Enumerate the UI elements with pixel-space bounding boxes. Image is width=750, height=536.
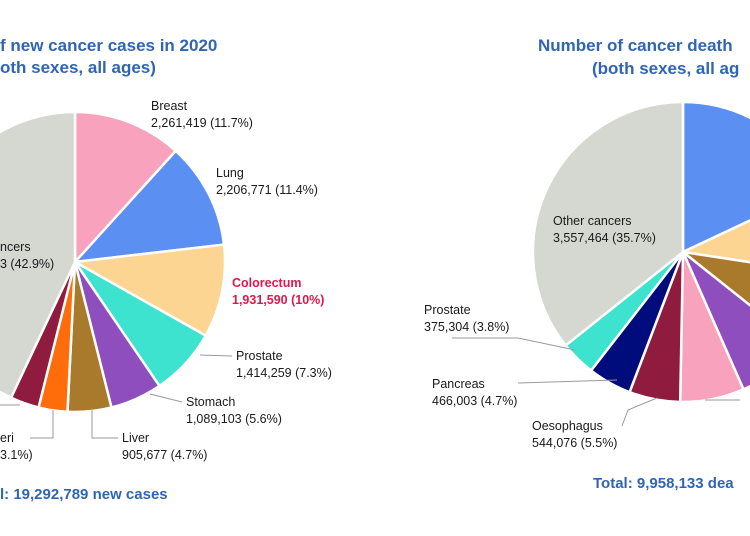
label-name-lung: Lung xyxy=(216,166,244,180)
new-cases-chart: f new cancer cases in 2020 oth sexes, al… xyxy=(0,36,332,503)
slice-other-cancers xyxy=(0,110,77,399)
slice-lung xyxy=(73,149,226,264)
label-value-cervix-uteri: 3.1%) xyxy=(0,448,33,462)
label-value-breast: 2,261,419 (11.7%) xyxy=(151,116,253,130)
label-name-pancreas: Pancreas xyxy=(432,377,485,391)
label-value-liver: 905,677 (4.7%) xyxy=(122,448,207,462)
leader-line-prostate xyxy=(199,354,233,357)
label-value-other-cancers: 3,557,464 (35.7%) xyxy=(553,231,656,245)
label-value-other-cancers: 3 (42.9%) xyxy=(0,257,54,271)
label-value-oesophagus: 544,076 (5.5%) xyxy=(532,436,617,450)
slice-colorectum xyxy=(73,243,227,337)
leader-line-stomach xyxy=(149,393,183,403)
leader-line-prostate xyxy=(452,337,576,351)
new-cases-labels: ncers 3 (42.9%) Breast 2,261,419 (11.7%) Lun… xyxy=(0,99,332,462)
new-cases-title-line1: f new cancer cases in 2020 xyxy=(0,36,217,55)
label-value-prostate: 1,414,259 (7.3%) xyxy=(236,366,332,380)
new-cases-total: l: 19,292,789 new cases xyxy=(0,486,168,503)
label-name-oesophagus: Oesophagus xyxy=(532,419,603,433)
slice-breast xyxy=(73,110,178,264)
deaths-chart: Number of cancer death (both sexes, all … xyxy=(424,36,750,492)
label-value-colorectum: 1,931,590 (10%) xyxy=(232,293,324,307)
slice-colorectum xyxy=(681,219,750,264)
leader-line-oesophagus xyxy=(621,397,658,427)
slice-lung xyxy=(681,100,750,254)
label-name-prostate: Prostate xyxy=(424,303,471,317)
slice-other-cancers xyxy=(531,100,685,347)
deaths-title-line2: (both sexes, all ag xyxy=(592,59,739,78)
label-value-prostate: 375,304 (3.8%) xyxy=(424,320,509,334)
label-name-prostate: Prostate xyxy=(236,349,283,363)
new-cases-pie xyxy=(0,110,227,414)
label-name-colorectum: Colorectum xyxy=(232,276,301,290)
new-cases-title-line2: oth sexes, all ages) xyxy=(0,58,156,77)
leader-line-liver xyxy=(91,410,118,439)
label-name-other-cancers: Other cancers xyxy=(553,214,632,228)
deaths-pie xyxy=(531,100,750,404)
label-name-liver: Liver xyxy=(122,431,149,445)
deaths-total: Total: 9,958,133 dea xyxy=(593,475,734,492)
label-name-breast: Breast xyxy=(151,99,188,113)
label-value-stomach: 1,089,103 (5.6%) xyxy=(186,412,282,426)
deaths-title-line1: Number of cancer death xyxy=(538,36,733,55)
label-value-pancreas: 466,003 (4.7%) xyxy=(432,394,517,408)
label-name-stomach: Stomach xyxy=(186,395,235,409)
label-name-cervix-uteri: eri xyxy=(0,431,14,445)
leader-line-cervix-uteri xyxy=(30,410,54,439)
label-name-other-cancers: ncers xyxy=(0,240,31,254)
deaths-labels: Oesophagus 544,076 (5.5%) Pancreas 466,003 … xyxy=(424,214,740,450)
label-value-lung: 2,206,771 (11.4%) xyxy=(216,183,318,197)
leader-line-pancreas xyxy=(517,379,618,384)
